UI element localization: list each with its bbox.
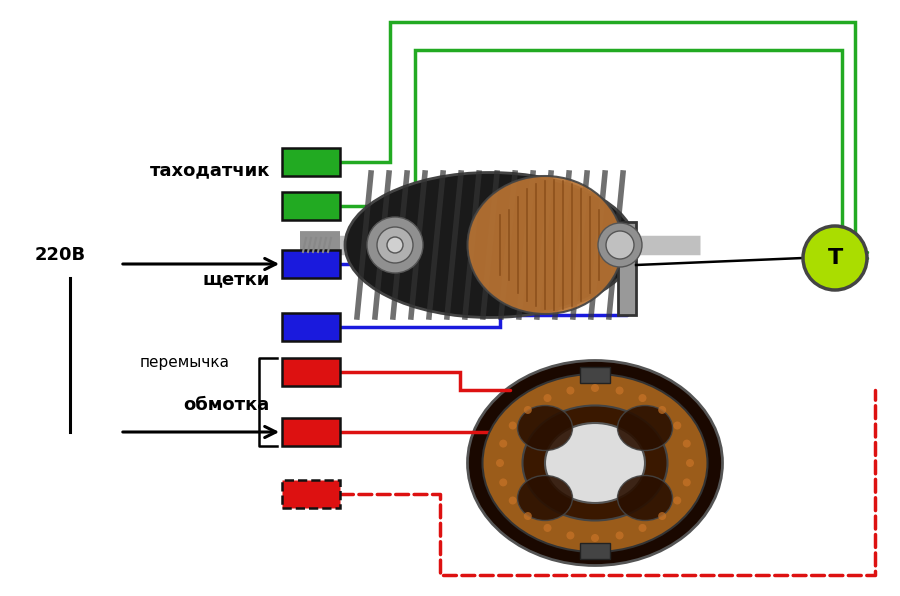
Circle shape [658,512,666,520]
Circle shape [673,421,681,430]
Circle shape [686,459,694,467]
FancyBboxPatch shape [282,192,340,220]
Ellipse shape [467,361,723,566]
Circle shape [544,524,552,532]
Ellipse shape [482,374,707,552]
Text: таходатчик: таходатчик [149,161,270,179]
Circle shape [524,406,532,414]
Text: обмотка: обмотка [184,396,270,414]
Ellipse shape [523,405,668,520]
FancyBboxPatch shape [282,480,340,508]
Circle shape [508,421,517,430]
FancyBboxPatch shape [282,148,340,176]
Ellipse shape [467,176,623,314]
Text: щетки: щетки [202,270,270,288]
Circle shape [673,496,681,504]
Circle shape [508,496,517,504]
Ellipse shape [617,405,672,451]
Circle shape [606,231,634,259]
Circle shape [566,532,574,539]
Ellipse shape [345,172,635,318]
Circle shape [616,387,624,395]
Ellipse shape [518,476,572,520]
FancyBboxPatch shape [282,358,340,386]
Circle shape [683,440,691,448]
Circle shape [683,479,691,486]
Text: T: T [827,248,842,268]
Ellipse shape [518,405,572,451]
Circle shape [544,394,552,402]
Ellipse shape [545,423,645,503]
FancyBboxPatch shape [282,250,340,278]
Circle shape [500,479,508,486]
FancyBboxPatch shape [282,418,340,446]
Text: перемычка: перемычка [140,355,230,371]
FancyBboxPatch shape [580,367,610,383]
Circle shape [638,394,646,402]
Circle shape [638,524,646,532]
Ellipse shape [617,476,672,520]
Circle shape [367,217,423,273]
Text: 220В: 220В [35,246,86,264]
Circle shape [496,459,504,467]
Circle shape [658,406,666,414]
Circle shape [387,237,403,253]
FancyBboxPatch shape [580,543,610,559]
Circle shape [591,534,599,542]
Circle shape [591,384,599,392]
Circle shape [524,512,532,520]
FancyBboxPatch shape [618,222,636,315]
Circle shape [616,532,624,539]
Circle shape [803,226,867,290]
Circle shape [598,223,642,267]
FancyBboxPatch shape [282,313,340,341]
Circle shape [377,227,413,263]
Circle shape [500,440,508,448]
Circle shape [566,387,574,395]
